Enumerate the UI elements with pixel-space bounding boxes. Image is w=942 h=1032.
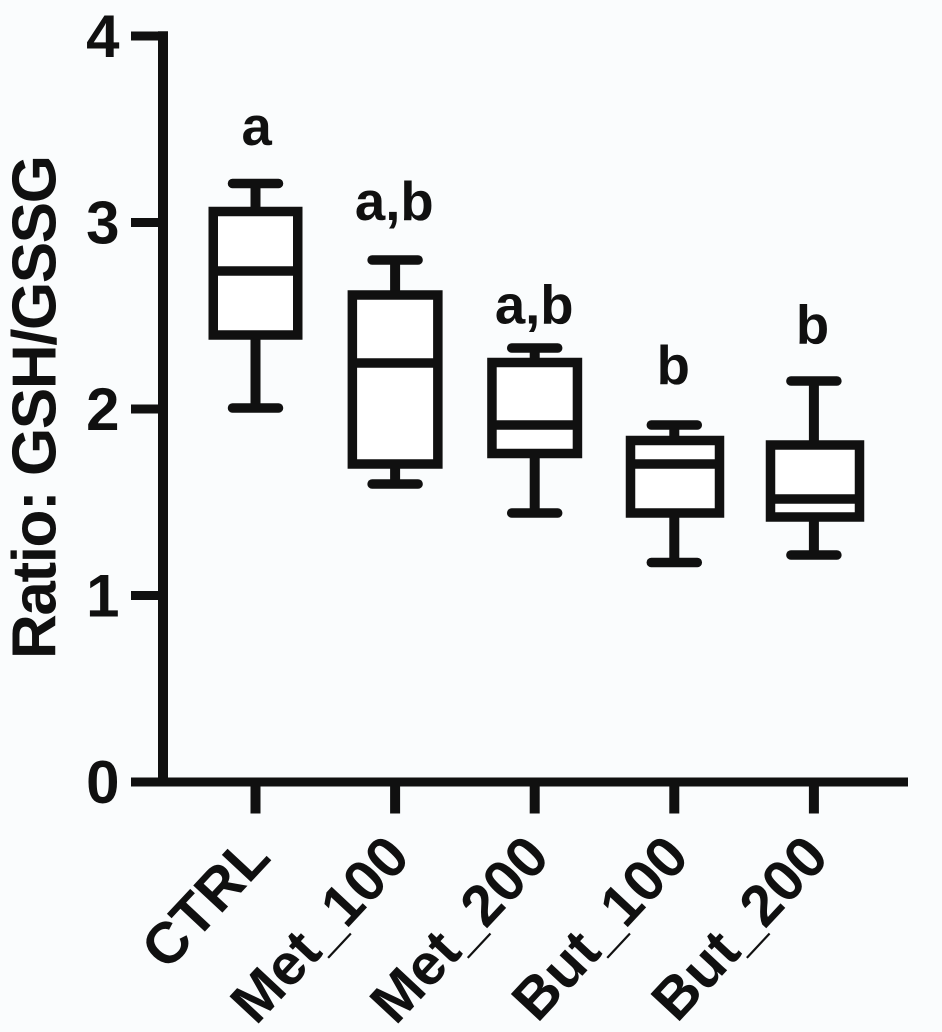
svg-text:Ratio: GSH/GSSG: Ratio: GSH/GSSG xyxy=(1,155,70,659)
svg-text:a,b: a,b xyxy=(495,275,574,336)
svg-text:a,b: a,b xyxy=(355,171,434,232)
svg-text:0: 0 xyxy=(86,749,119,816)
svg-text:4: 4 xyxy=(86,3,120,70)
svg-text:b: b xyxy=(796,295,829,356)
svg-text:2: 2 xyxy=(86,376,119,443)
svg-text:b: b xyxy=(657,335,690,396)
svg-text:1: 1 xyxy=(86,563,119,630)
svg-text:3: 3 xyxy=(86,190,119,257)
svg-text:a: a xyxy=(241,96,272,157)
